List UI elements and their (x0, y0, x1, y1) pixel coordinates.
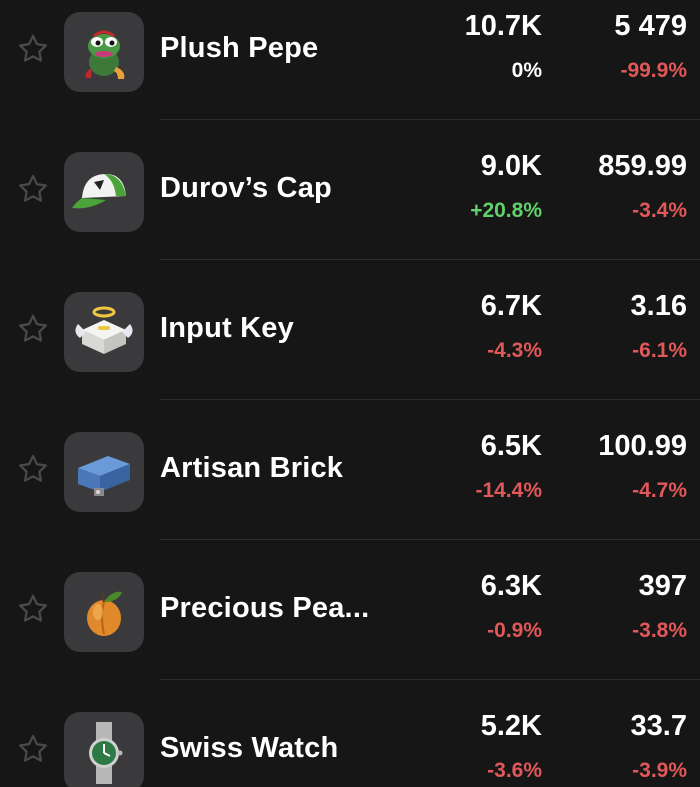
star-icon[interactable] (16, 592, 50, 626)
input-key-icon (64, 292, 144, 372)
list-item[interactable]: Durov’s Cap 9.0K +20.8% 859.99 -3.4% (0, 120, 700, 260)
price-change: -3.8% (632, 619, 687, 642)
list-item[interactable]: Artisan Brick 6.5K -14.4% 100.99 -4.7% (0, 400, 700, 540)
list-item[interactable]: Precious Pea... 6.3K -0.9% 397 -3.8% (0, 540, 700, 680)
price-value: 859.99 (598, 150, 687, 182)
volume-change: +20.8% (470, 199, 542, 222)
volume-value: 6.3K (480, 570, 542, 602)
divider (160, 259, 700, 260)
item-name: Durov’s Cap (160, 172, 332, 204)
price-change: -6.1% (632, 339, 687, 362)
star-icon[interactable] (16, 732, 50, 766)
list-item[interactable]: Swiss Watch 5.2K -3.6% 33.7 -3.9% (0, 680, 700, 787)
price-value: 100.99 (598, 430, 687, 462)
list-item[interactable]: Input Key 6.7K -4.3% 3.16 -6.1% (0, 260, 700, 400)
volume-change: -4.3% (487, 339, 542, 362)
plush-pepe-icon (64, 12, 144, 92)
volume-value: 6.7K (480, 290, 542, 322)
item-name: Swiss Watch (160, 732, 339, 764)
volume-value: 9.0K (480, 150, 542, 182)
price-value: 5 479 (614, 10, 687, 42)
star-icon[interactable] (16, 312, 50, 346)
price-value: 33.7 (630, 710, 687, 742)
volume-value: 5.2K (480, 710, 542, 742)
star-icon[interactable] (16, 32, 50, 66)
volume-change: 0% (511, 59, 542, 82)
volume-change: -3.6% (487, 759, 542, 782)
divider (160, 399, 700, 400)
divider (160, 679, 700, 680)
volume-change: -0.9% (487, 619, 542, 642)
item-name: Precious Pea... (160, 592, 370, 624)
artisan-brick-icon (64, 432, 144, 512)
price-change: -3.9% (632, 759, 687, 782)
volume-value: 10.7K (464, 10, 542, 42)
volume-value: 6.5K (480, 430, 542, 462)
item-name: Artisan Brick (160, 452, 344, 484)
price-change: -99.9% (620, 59, 687, 82)
durovs-cap-icon (64, 152, 144, 232)
divider (160, 539, 700, 540)
item-name: Input Key (160, 312, 294, 344)
price-value: 3.16 (630, 290, 687, 322)
divider (160, 119, 700, 120)
price-change: -3.4% (632, 199, 687, 222)
precious-peach-icon (64, 572, 144, 652)
item-name: Plush Pepe (160, 32, 319, 64)
price-change: -4.7% (632, 479, 687, 502)
star-icon[interactable] (16, 172, 50, 206)
swiss-watch-icon (64, 712, 144, 787)
price-value: 397 (638, 570, 687, 602)
list-item[interactable]: Plush Pepe 10.7K 0% 5 479 -99.9% (0, 0, 700, 120)
volume-change: -14.4% (475, 479, 542, 502)
star-icon[interactable] (16, 452, 50, 486)
